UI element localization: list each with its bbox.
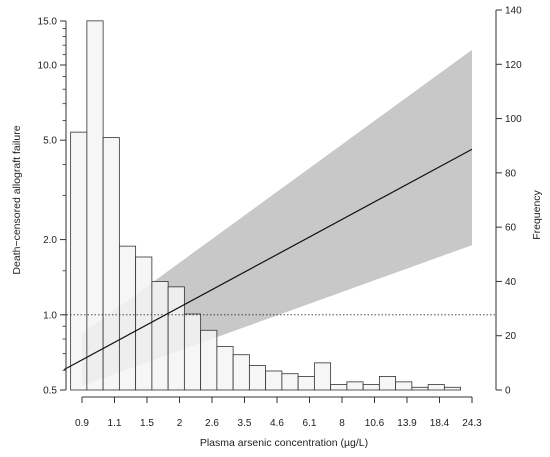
histogram-bar bbox=[281, 373, 299, 391]
x-tick-label: 8 bbox=[339, 418, 345, 429]
y-right-tick-label: 0 bbox=[505, 386, 511, 397]
y-left-tick-label: 15.0 bbox=[38, 17, 58, 28]
histogram-bar bbox=[346, 381, 364, 391]
y-right-tick-label: 40 bbox=[505, 277, 517, 288]
histogram-bar bbox=[232, 354, 250, 391]
y-right-tick-label: 100 bbox=[505, 114, 522, 125]
histogram-bar bbox=[248, 365, 267, 391]
regression-line bbox=[63, 148, 473, 371]
histogram-bar bbox=[216, 346, 234, 391]
y-axis-right-label: Frequency bbox=[531, 189, 543, 239]
histogram-bar bbox=[167, 286, 185, 391]
y-axis-left-label: Death−censored allograft failure bbox=[11, 125, 23, 274]
histogram-bar bbox=[297, 376, 315, 391]
histogram-bar bbox=[151, 281, 169, 391]
x-tick-label: 6.1 bbox=[303, 418, 317, 429]
histogram-bar bbox=[313, 362, 332, 391]
y-right-tick-label: 140 bbox=[505, 6, 522, 17]
histogram-bars bbox=[70, 20, 462, 391]
regression-layer bbox=[63, 148, 497, 371]
histogram-bar bbox=[395, 381, 413, 391]
y-left-tick-label: 0.5 bbox=[43, 386, 57, 397]
histogram-bar bbox=[378, 376, 397, 391]
histogram-bar bbox=[411, 386, 429, 391]
x-tick-label: 18.4 bbox=[430, 418, 450, 429]
x-tick-label: 24.3 bbox=[462, 418, 482, 429]
x-tick-label: 1.5 bbox=[140, 418, 154, 429]
y-right-tick-label: 80 bbox=[505, 168, 517, 179]
axes: 0.5 1.0 2.0 5.0 10.0 15.0 0 20 40 60 80 100 120 140 0.… bbox=[38, 6, 523, 430]
x-tick-label: 10.6 bbox=[365, 418, 385, 429]
histogram-bar bbox=[443, 386, 462, 391]
x-tick-label: 0.9 bbox=[75, 418, 89, 429]
y-left-tick-label: 1.0 bbox=[43, 310, 57, 321]
x-tick-label: 3.5 bbox=[238, 418, 252, 429]
x-axis-label: Plasma arsenic concentration (µg/L) bbox=[200, 437, 368, 449]
histogram-bar bbox=[330, 384, 348, 391]
histogram-bar bbox=[102, 137, 120, 391]
x-tick-label: 13.9 bbox=[397, 418, 417, 429]
histogram-bar bbox=[70, 131, 88, 391]
histogram-bar bbox=[362, 384, 380, 391]
histogram-bar bbox=[200, 329, 218, 391]
x-tick-label: 2.6 bbox=[205, 418, 219, 429]
histogram-bar bbox=[265, 370, 283, 391]
x-tick-label: 2 bbox=[177, 418, 183, 429]
y-left-tick-label: 10.0 bbox=[38, 60, 58, 71]
histogram-bar bbox=[183, 313, 202, 391]
y-right-tick-label: 60 bbox=[505, 223, 517, 234]
x-tick-label: 1.1 bbox=[108, 418, 122, 429]
y-right-tick-label: 120 bbox=[505, 60, 522, 71]
histogram-bar bbox=[118, 245, 137, 391]
y-left-tick-label: 2.0 bbox=[43, 235, 57, 246]
histogram-bar bbox=[86, 20, 104, 391]
histogram-bar bbox=[427, 384, 445, 391]
x-tick-label: 4.6 bbox=[270, 418, 284, 429]
y-left-tick-label: 5.0 bbox=[43, 136, 57, 147]
y-right-tick-label: 20 bbox=[505, 331, 517, 342]
